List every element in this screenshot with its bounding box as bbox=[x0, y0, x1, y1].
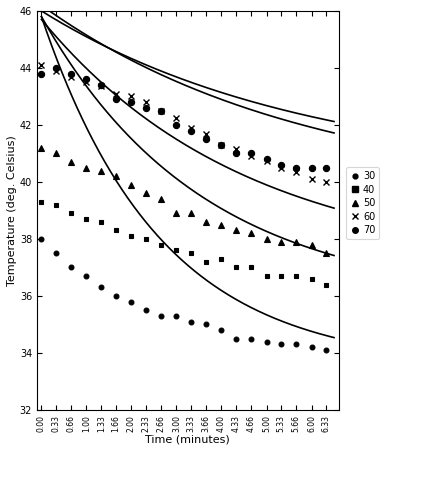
Y-axis label: Temperature (deg. Celsius): Temperature (deg. Celsius) bbox=[7, 135, 17, 286]
X-axis label: Time (minutes): Time (minutes) bbox=[145, 434, 230, 444]
Legend: 30, 40, 50, 60, 70: 30, 40, 50, 60, 70 bbox=[346, 168, 379, 239]
